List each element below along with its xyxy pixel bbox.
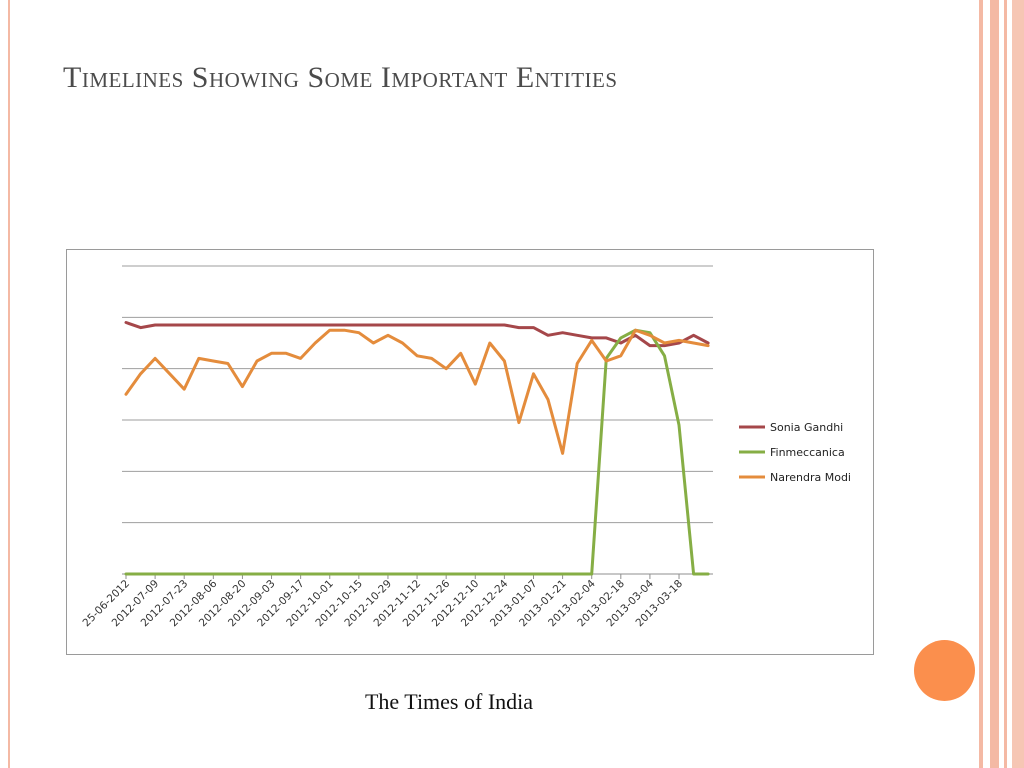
legend-label: Finmeccanica — [770, 446, 845, 459]
source-caption: The Times of India — [364, 689, 534, 714]
legend-label: Sonia Gandhi — [770, 421, 843, 434]
series-line-narendra-modi — [124, 328, 710, 455]
right-accent-stripe-4 — [1012, 0, 1024, 768]
legend-label: Narendra Modi — [770, 471, 851, 484]
slide-title: Timelines Showing Some Important Entitie… — [63, 61, 618, 94]
right-accent-stripe-1 — [979, 0, 983, 768]
left-accent-rule — [8, 0, 10, 768]
right-accent-stripe-3 — [1004, 0, 1007, 768]
timeline-chart: 25-06-2012 2012-07-09 2012-07-23 2012-08-06… — [66, 249, 874, 655]
chart-svg: 25-06-20122012-07-092012-07-232012-08-06… — [80, 265, 851, 629]
decorative-orange-dot — [914, 640, 975, 701]
right-accent-stripe-2 — [990, 0, 999, 768]
series-line-finmeccanica — [124, 328, 710, 576]
series-line-sonia-gandhi — [124, 321, 710, 348]
